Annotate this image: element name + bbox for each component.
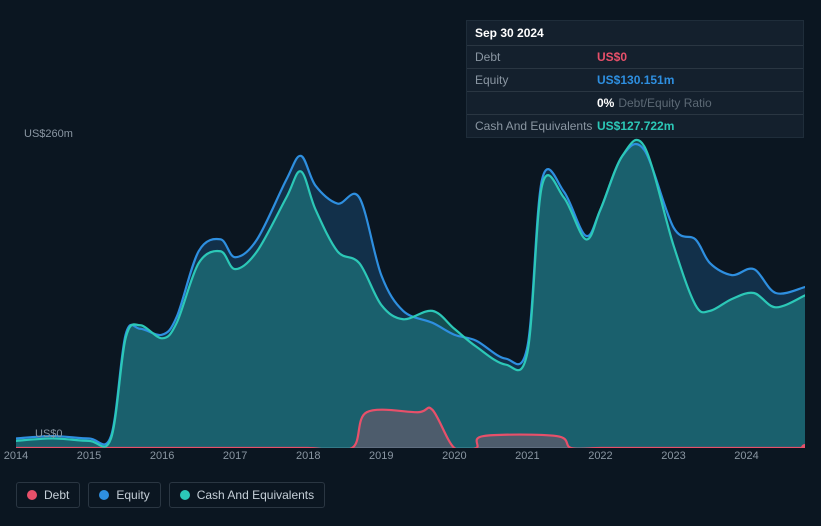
- tooltip-row-debt: Debt US$0: [467, 46, 803, 69]
- tooltip-label: [475, 96, 597, 110]
- legend-item-equity[interactable]: Equity: [88, 482, 160, 508]
- x-tick-label: 2016: [150, 450, 174, 462]
- legend: Debt Equity Cash And Equivalents: [16, 482, 325, 508]
- tooltip-value: US$130.151m: [597, 73, 795, 87]
- legend-label: Cash And Equivalents: [197, 488, 314, 502]
- legend-item-debt[interactable]: Debt: [16, 482, 80, 508]
- tooltip-value: US$127.722m: [597, 119, 795, 133]
- legend-label: Equity: [116, 488, 149, 502]
- tooltip-label: Cash And Equivalents: [475, 119, 597, 133]
- tooltip-row-ratio: 0% Debt/Equity Ratio: [467, 92, 803, 115]
- y-axis-bottom-label: US$0: [35, 428, 63, 440]
- tooltip-label: Debt: [475, 50, 597, 64]
- legend-item-cash[interactable]: Cash And Equivalents: [169, 482, 325, 508]
- legend-swatch: [180, 490, 190, 500]
- x-tick-label: 2021: [515, 450, 539, 462]
- ratio-percent: 0%: [597, 96, 614, 110]
- tooltip-date: Sep 30 2024: [467, 21, 803, 46]
- chart-area[interactable]: US$260m US$0: [16, 138, 805, 448]
- x-axis: 2014201520162017201820192020202120222023…: [16, 450, 805, 470]
- x-tick-label: 2022: [588, 450, 612, 462]
- x-tick-label: 2014: [4, 450, 28, 462]
- tooltip-label: Equity: [475, 73, 597, 87]
- y-axis-top-label: US$260m: [24, 128, 73, 140]
- x-tick-label: 2015: [77, 450, 101, 462]
- x-tick-label: 2023: [661, 450, 685, 462]
- tooltip-row-cash: Cash And Equivalents US$127.722m: [467, 115, 803, 137]
- tooltip-panel: Sep 30 2024 Debt US$0 Equity US$130.151m…: [466, 20, 804, 138]
- chart-svg: [16, 138, 805, 448]
- x-tick-label: 2020: [442, 450, 466, 462]
- tooltip-value: US$0: [597, 50, 795, 64]
- x-tick-label: 2018: [296, 450, 320, 462]
- legend-label: Debt: [44, 488, 69, 502]
- legend-swatch: [99, 490, 109, 500]
- tooltip-value: 0% Debt/Equity Ratio: [597, 96, 795, 110]
- ratio-text: Debt/Equity Ratio: [618, 96, 711, 110]
- legend-swatch: [27, 490, 37, 500]
- x-tick-label: 2024: [734, 450, 758, 462]
- tooltip-row-equity: Equity US$130.151m: [467, 69, 803, 92]
- x-tick-label: 2017: [223, 450, 247, 462]
- x-tick-label: 2019: [369, 450, 393, 462]
